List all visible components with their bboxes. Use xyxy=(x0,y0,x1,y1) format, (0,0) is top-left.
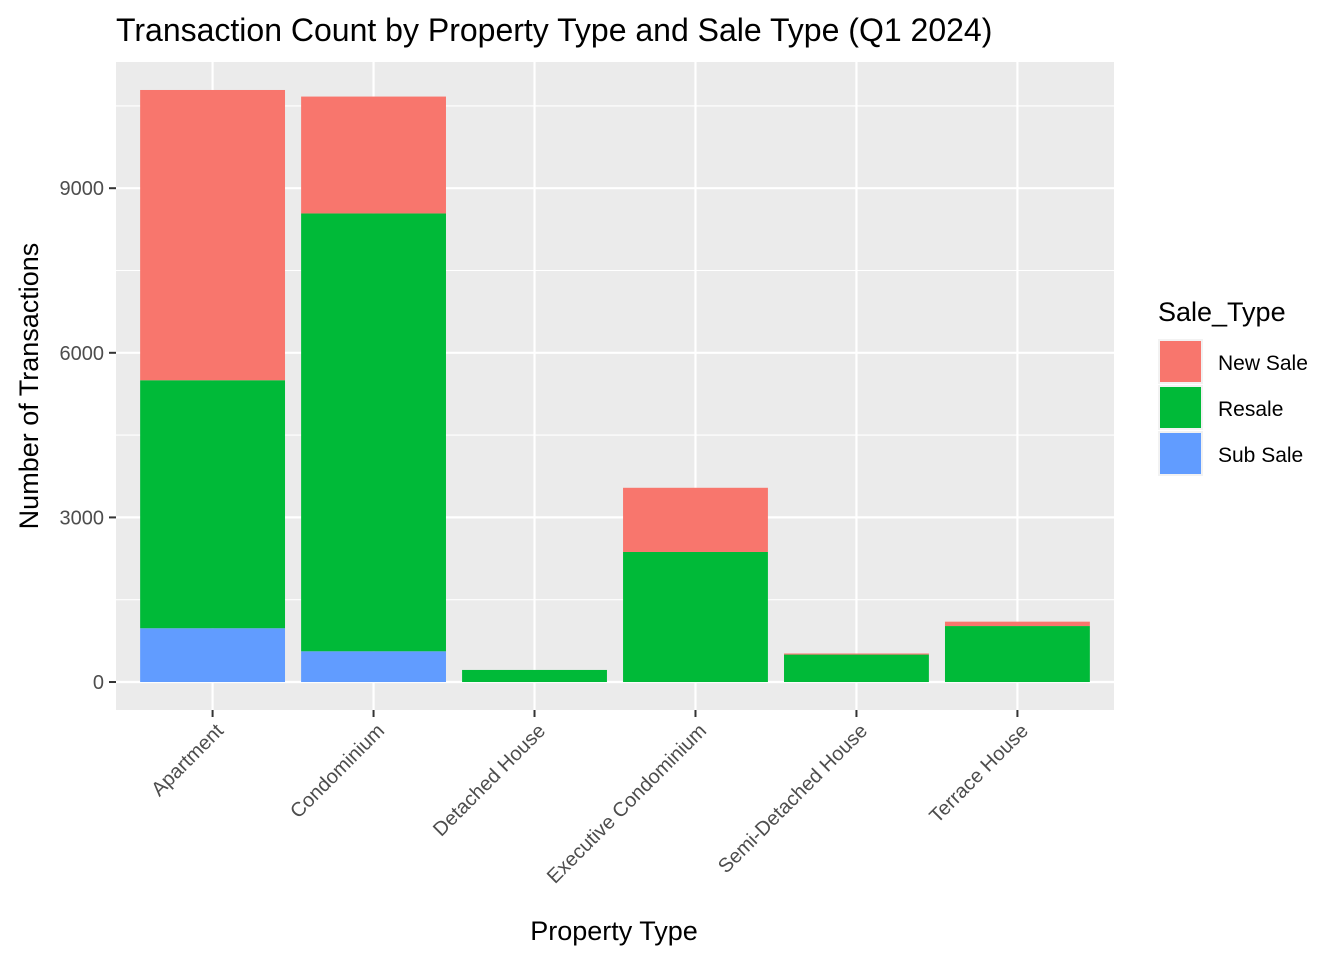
legend-swatch-sub-sale xyxy=(1160,433,1201,474)
chart-title: Transaction Count by Property Type and S… xyxy=(116,12,992,48)
x-axis-title: Property Type xyxy=(530,916,698,946)
bar-resale xyxy=(784,654,929,683)
bar-resale xyxy=(944,626,1090,683)
bar-new-sale xyxy=(784,653,929,655)
legend-title: Sale_Type xyxy=(1158,297,1286,327)
bar-resale xyxy=(623,551,768,683)
y-tick-label: 0 xyxy=(93,672,104,694)
bar-sub-sale xyxy=(301,651,446,683)
bar-sub-sale xyxy=(140,628,286,683)
bar-new-sale xyxy=(301,96,446,214)
legend-swatch-resale xyxy=(1160,387,1201,428)
bars xyxy=(140,89,1090,683)
y-axis: 0 3000 6000 9000 xyxy=(60,178,116,694)
bar-resale xyxy=(301,213,446,652)
bar-new-sale xyxy=(140,89,286,381)
legend-label: Resale xyxy=(1218,398,1283,421)
legend-swatch-new-sale xyxy=(1160,341,1201,382)
y-tick-label: 9000 xyxy=(60,178,105,200)
y-tick-label: 6000 xyxy=(60,343,105,365)
bar-new-sale xyxy=(944,621,1090,627)
bar-resale xyxy=(140,380,286,629)
legend: Sale_Type New Sale Resale Sub Sale xyxy=(1158,297,1308,476)
y-tick-label: 3000 xyxy=(60,507,105,529)
bar-resale xyxy=(462,669,607,683)
y-axis-title: Number of Transactions xyxy=(14,243,44,530)
legend-label: Sub Sale xyxy=(1218,444,1303,467)
legend-label: New Sale xyxy=(1218,352,1308,375)
bar-new-sale xyxy=(623,487,768,552)
